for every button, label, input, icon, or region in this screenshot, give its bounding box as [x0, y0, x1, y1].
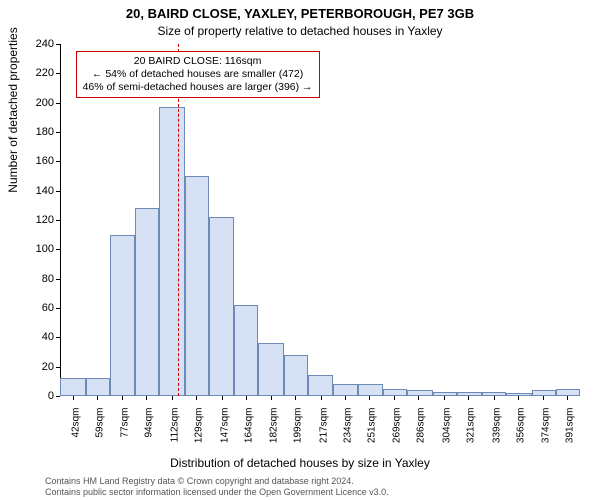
x-tick-mark — [172, 396, 173, 400]
histogram-bar — [358, 384, 384, 396]
x-tick-label: 199sqm — [293, 408, 304, 458]
x-tick-mark — [295, 396, 296, 400]
x-tick-label: 77sqm — [120, 408, 131, 458]
histogram-bar — [308, 375, 334, 396]
x-tick-mark — [222, 396, 223, 400]
x-tick-label: 251sqm — [366, 408, 377, 458]
x-tick-mark — [321, 396, 322, 400]
annotation-line: ← 54% of detached houses are smaller (47… — [83, 68, 313, 81]
footer-line-1: Contains HM Land Registry data © Crown c… — [45, 476, 354, 486]
x-tick-label: 217sqm — [318, 408, 329, 458]
y-tick-mark — [56, 73, 60, 74]
x-tick-mark — [444, 396, 445, 400]
histogram-bar — [159, 107, 185, 396]
y-tick-label: 220 — [24, 67, 54, 79]
x-tick-mark — [494, 396, 495, 400]
x-tick-label: 42sqm — [70, 408, 81, 458]
plot-area: 02040608010012014016018020022024042sqm59… — [60, 44, 580, 396]
y-tick-mark — [56, 367, 60, 368]
y-tick-label: 140 — [24, 185, 54, 197]
x-tick-mark — [369, 396, 370, 400]
x-tick-label: 374sqm — [541, 408, 552, 458]
y-tick-label: 240 — [24, 38, 54, 50]
x-tick-mark — [122, 396, 123, 400]
histogram-bar — [407, 390, 433, 396]
histogram-bar — [86, 378, 110, 396]
x-tick-mark — [567, 396, 568, 400]
y-tick-label: 60 — [24, 302, 54, 314]
y-tick-mark — [56, 161, 60, 162]
histogram-bar — [556, 389, 580, 396]
y-tick-mark — [56, 337, 60, 338]
histogram-bar — [135, 208, 159, 396]
x-tick-label: 339sqm — [491, 408, 502, 458]
x-tick-mark — [146, 396, 147, 400]
x-tick-mark — [518, 396, 519, 400]
y-tick-label: 160 — [24, 155, 54, 167]
y-tick-mark — [56, 220, 60, 221]
histogram-bar — [333, 384, 357, 396]
x-tick-mark — [418, 396, 419, 400]
x-tick-label: 304sqm — [441, 408, 452, 458]
y-tick-label: 180 — [24, 126, 54, 138]
x-tick-label: 321sqm — [466, 408, 477, 458]
y-tick-mark — [56, 132, 60, 133]
y-tick-label: 0 — [24, 390, 54, 402]
y-tick-label: 40 — [24, 331, 54, 343]
annotation-line: 46% of semi-detached houses are larger (… — [83, 81, 313, 94]
y-tick-mark — [56, 44, 60, 45]
annotation-line: 20 BAIRD CLOSE: 116sqm — [83, 55, 313, 68]
y-tick-mark — [56, 249, 60, 250]
histogram-bar — [234, 305, 258, 396]
histogram-bar — [60, 378, 86, 396]
histogram-bar — [209, 217, 235, 396]
histogram-bar — [506, 393, 532, 396]
y-tick-label: 20 — [24, 361, 54, 373]
y-tick-mark — [56, 308, 60, 309]
x-tick-label: 234sqm — [342, 408, 353, 458]
x-tick-label: 59sqm — [94, 408, 105, 458]
histogram-bar — [383, 389, 407, 396]
y-tick-mark — [56, 191, 60, 192]
x-tick-mark — [271, 396, 272, 400]
x-tick-label: 391sqm — [565, 408, 576, 458]
y-axis-line — [60, 44, 61, 396]
y-tick-label: 200 — [24, 97, 54, 109]
x-tick-label: 94sqm — [144, 408, 155, 458]
y-tick-label: 80 — [24, 273, 54, 285]
y-tick-label: 100 — [24, 243, 54, 255]
x-tick-label: 286sqm — [416, 408, 427, 458]
x-tick-mark — [543, 396, 544, 400]
y-tick-mark — [56, 103, 60, 104]
y-tick-mark — [56, 279, 60, 280]
footer-line-2: Contains public sector information licen… — [45, 487, 389, 497]
y-tick-label: 120 — [24, 214, 54, 226]
x-tick-label: 147sqm — [219, 408, 230, 458]
x-tick-mark — [73, 396, 74, 400]
histogram-bar — [258, 343, 284, 396]
x-tick-mark — [196, 396, 197, 400]
x-tick-mark — [246, 396, 247, 400]
x-axis-label: Distribution of detached houses by size … — [0, 456, 600, 470]
annotation-box: 20 BAIRD CLOSE: 116sqm← 54% of detached … — [76, 51, 320, 98]
x-tick-mark — [394, 396, 395, 400]
x-tick-label: 356sqm — [515, 408, 526, 458]
y-axis-label: Number of detached properties — [6, 0, 26, 360]
x-tick-label: 112sqm — [169, 408, 180, 458]
x-tick-label: 182sqm — [269, 408, 280, 458]
histogram-bar — [457, 392, 483, 396]
histogram-bar — [110, 235, 136, 396]
page-root: 20, BAIRD CLOSE, YAXLEY, PETERBOROUGH, P… — [0, 0, 600, 500]
histogram-bar — [284, 355, 308, 396]
x-tick-label: 164sqm — [243, 408, 254, 458]
chart-subtitle: Size of property relative to detached ho… — [0, 24, 600, 38]
x-tick-label: 129sqm — [194, 408, 205, 458]
x-tick-mark — [468, 396, 469, 400]
chart-title: 20, BAIRD CLOSE, YAXLEY, PETERBOROUGH, P… — [0, 6, 600, 21]
x-tick-label: 269sqm — [392, 408, 403, 458]
x-tick-mark — [345, 396, 346, 400]
y-tick-mark — [56, 396, 60, 397]
x-tick-mark — [97, 396, 98, 400]
histogram-bar — [185, 176, 209, 396]
